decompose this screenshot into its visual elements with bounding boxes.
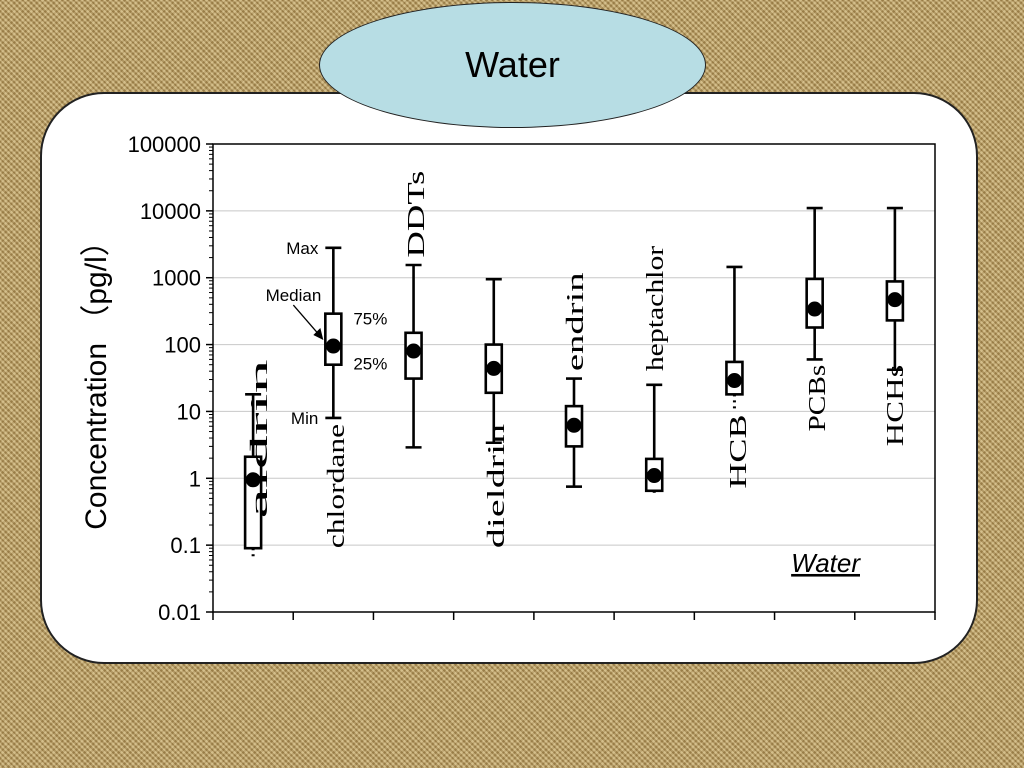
x-axis: [212, 612, 936, 620]
y-tick-label: 100: [164, 333, 201, 358]
median-dot: [807, 301, 823, 317]
median-dot: [646, 468, 662, 484]
plot-area: [212, 143, 936, 613]
box-pcbs: [805, 206, 824, 361]
category-label: dieldrin: [484, 424, 510, 548]
median-arrow: [292, 304, 320, 336]
median-dot: [245, 472, 261, 488]
category-label: PCBs: [805, 365, 831, 432]
category-labels: aldrin chlordane DDTs dieldrin endrin heptach…: [247, 171, 909, 549]
box-dieldrin: [484, 277, 504, 445]
y-tick-label: 0.01: [158, 600, 201, 625]
y-axis-label: Concentration （pg/l）: [80, 226, 113, 530]
box-hcb: [725, 265, 744, 412]
chart-annotation: Water: [791, 548, 861, 578]
y-tick-label: 100000: [128, 132, 201, 157]
y-tick-label: 10000: [140, 199, 201, 224]
category-label: DDTs: [404, 171, 430, 258]
box-aldrin: [243, 393, 263, 560]
box-hchs: [885, 206, 905, 372]
y-tick-label: 0.1: [170, 533, 201, 558]
chart-card: [40, 92, 978, 664]
y-tick-label: 1: [189, 466, 201, 491]
median-annotation: Median: [266, 286, 322, 305]
min-annotation: Min: [291, 409, 318, 428]
median-dot: [325, 338, 341, 354]
y-tick-label: 10: [177, 399, 201, 424]
title-oval: Water: [319, 2, 706, 128]
box-chlordane: [324, 246, 343, 420]
box-series: [243, 206, 905, 560]
box-endrin: [564, 377, 584, 488]
box-heptachlor: [644, 383, 664, 496]
p25-annotation: 25%: [353, 355, 387, 374]
box-legend-annotations: Max Median 75% 25% Min: [266, 239, 388, 428]
slide-title: Water: [465, 44, 560, 85]
category-label: aldrin: [247, 359, 273, 518]
category-label: heptachlor: [643, 246, 669, 371]
median-dot: [887, 292, 903, 308]
max-annotation: Max: [286, 239, 319, 258]
median-dot: [486, 360, 502, 376]
p75-annotation: 75%: [353, 310, 387, 329]
y-tick-label: 1000: [152, 266, 201, 291]
median-dot: [406, 343, 422, 359]
category-label: endrin: [563, 272, 589, 371]
box-ddts: [404, 263, 423, 449]
median-dot: [566, 417, 582, 433]
median-dot: [726, 373, 742, 389]
category-label: HCB: [726, 414, 752, 488]
category-label: chlordane: [324, 424, 350, 548]
median-arrow-head: [313, 328, 324, 341]
category-label: HCHs: [883, 365, 909, 447]
y-axis: 0.01 0.1 1 10 100 1000 10000 100000: [128, 132, 213, 625]
